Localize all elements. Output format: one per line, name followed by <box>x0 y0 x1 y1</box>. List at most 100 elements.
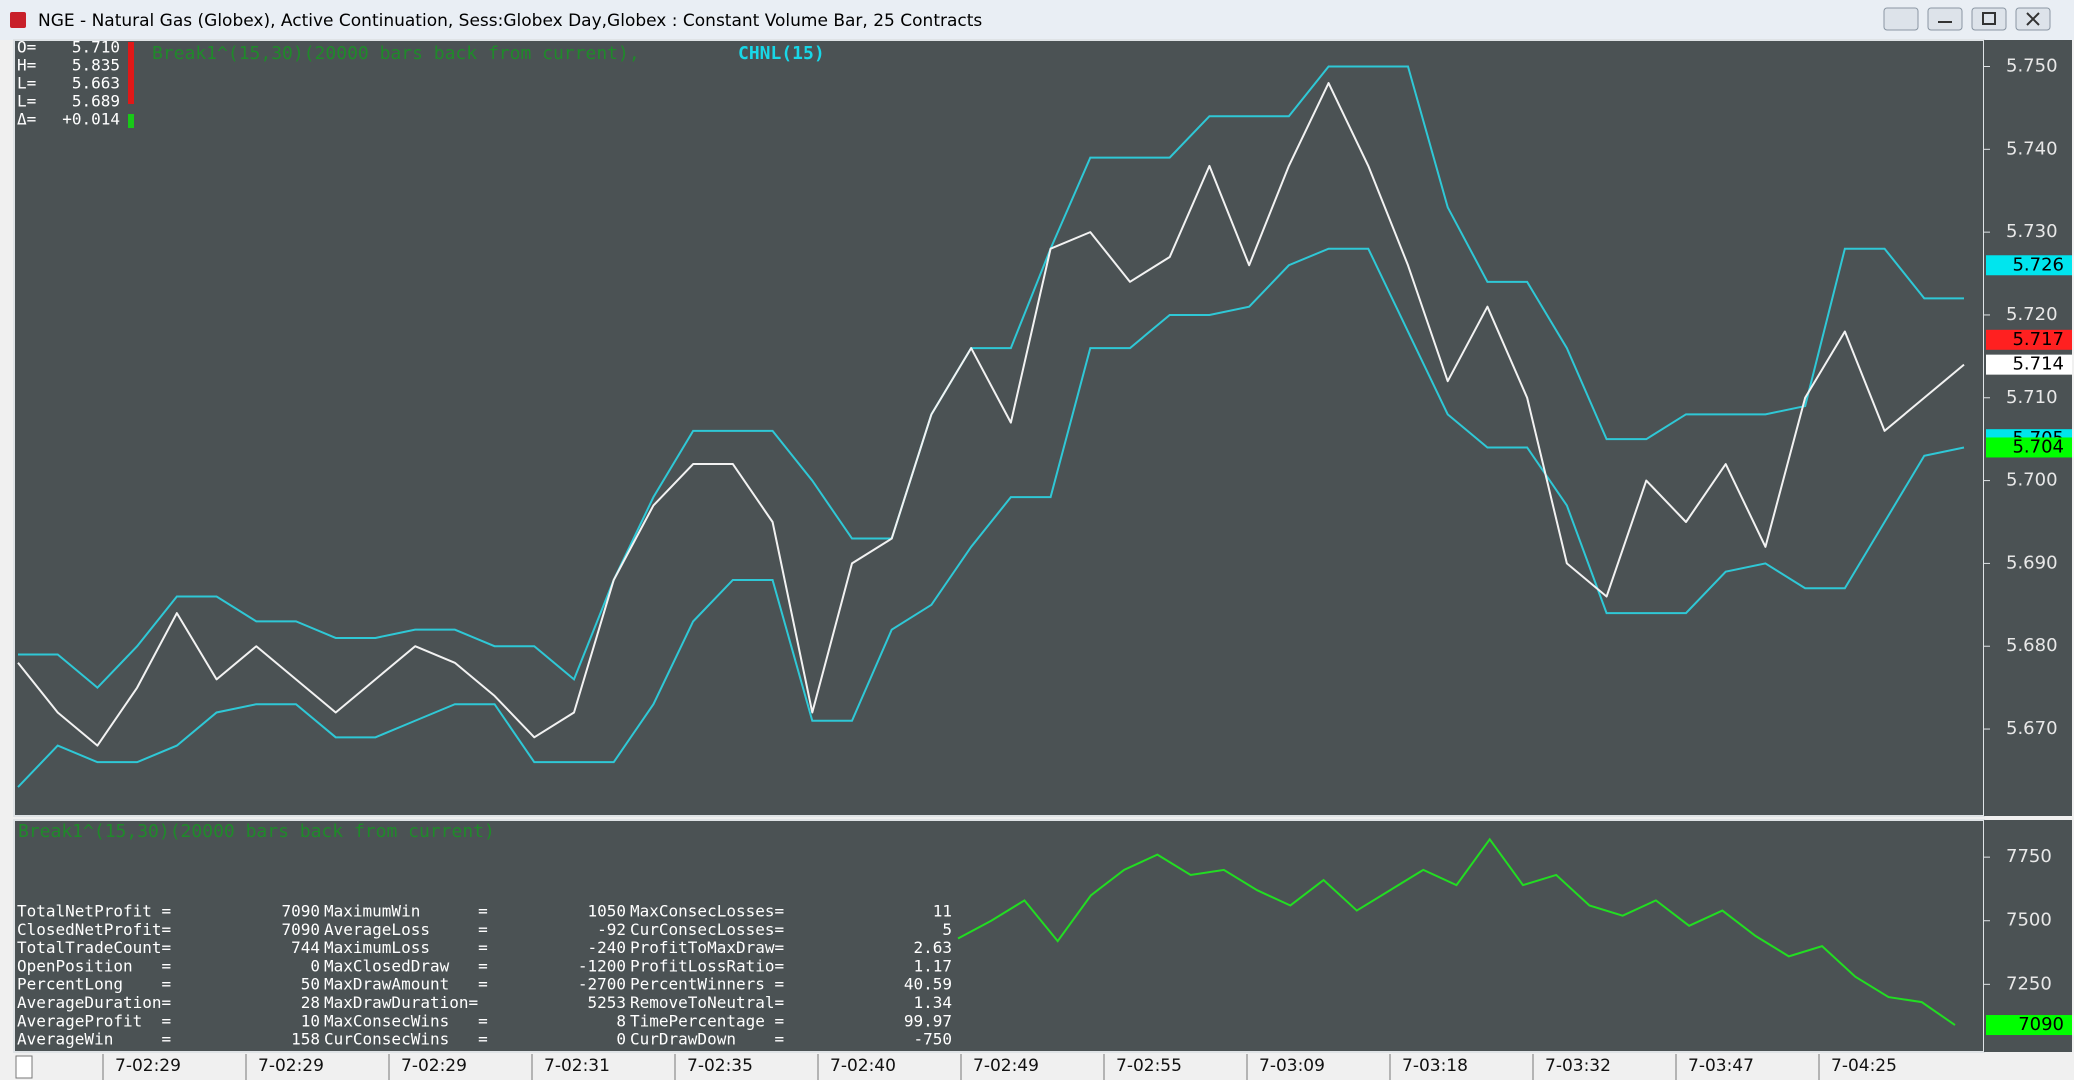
x-tick-label: 7-03:32 <box>1545 1056 1611 1076</box>
stat-value: 0 <box>616 1030 626 1049</box>
y-tick-label: 7750 <box>2006 846 2052 867</box>
readout-value: 5.663 <box>72 74 120 93</box>
price-tag-label: 5.714 <box>2012 354 2064 375</box>
stat-value: -240 <box>587 938 626 957</box>
stat-label: CurDrawDown = <box>630 1030 784 1049</box>
stat-label: PercentLong = <box>17 975 171 994</box>
stat-label: RemoveToNeutral= <box>630 993 784 1012</box>
price-tag <box>1986 437 2072 458</box>
stat-value: -1200 <box>578 956 626 975</box>
stat-label: OpenPosition = <box>17 956 171 975</box>
x-tick-label: 7-03:47 <box>1688 1056 1754 1076</box>
y-tick-label: 7250 <box>2006 973 2052 994</box>
y-tick-label: 5.750 <box>2006 56 2058 77</box>
price-panel <box>13 39 1985 817</box>
readout-label: H= <box>17 56 36 75</box>
time-axis <box>0 1054 2074 1080</box>
x-tick-label: 7-02:31 <box>544 1056 610 1076</box>
equity-axis <box>1984 820 2072 1052</box>
stat-label: ProfitLossRatio= <box>630 956 784 975</box>
readout-label: L= <box>17 74 36 93</box>
stat-label: CurConsecLosses= <box>630 920 784 939</box>
price-axis <box>1984 40 2072 816</box>
minimize-button[interactable] <box>1927 7 1963 31</box>
price-tag-label: 5.726 <box>2012 254 2064 275</box>
link-button[interactable] <box>1883 7 1919 31</box>
stat-label: AverageDuration= <box>17 993 171 1012</box>
equity-line <box>957 837 1956 1026</box>
study-label: Break1^(15,30)(20000 bars back from curr… <box>152 43 640 64</box>
maximize-button[interactable] <box>1971 7 2007 31</box>
stat-value: 158 <box>291 1030 320 1049</box>
y-tick-label: 5.720 <box>2006 304 2058 325</box>
scroll-thumb[interactable] <box>15 1055 33 1079</box>
price-tag <box>1986 329 2072 350</box>
stat-label: AverageLoss = <box>324 920 488 939</box>
x-tick-label: 7-02:40 <box>830 1056 896 1076</box>
x-tick-label: 7-04:25 <box>1831 1056 1897 1076</box>
readout-value: 5.689 <box>72 92 120 111</box>
readout-label: O= <box>17 38 36 57</box>
x-tick-label: 7-03:09 <box>1259 1056 1325 1076</box>
equity-panel <box>13 819 1985 1053</box>
window-buttons[interactable] <box>1883 7 2051 31</box>
channel-low <box>17 247 1965 788</box>
stat-value: 99.97 <box>904 1011 952 1030</box>
stat-value: 1.34 <box>913 993 952 1012</box>
x-tick-label: 7-02:29 <box>401 1056 467 1076</box>
app-icon <box>10 12 26 28</box>
stat-value: 5253 <box>587 993 626 1012</box>
y-tick-label: 5.710 <box>2006 387 2058 408</box>
y-tick-label: 5.680 <box>2006 635 2058 656</box>
x-tick-label: 7-02:49 <box>973 1056 1039 1076</box>
channel-label: CHNL(15) <box>738 43 825 64</box>
stat-value: 0 <box>310 956 320 975</box>
window-title: NGE - Natural Gas (Globex), Active Conti… <box>38 11 982 31</box>
stat-value: 7090 <box>281 920 320 939</box>
stat-value: -2700 <box>578 975 626 994</box>
stat-value: 40.59 <box>904 975 952 994</box>
stat-label: MaxClosedDraw = <box>324 956 488 975</box>
y-tick-label: 5.690 <box>2006 552 2058 573</box>
price-tag-label: 5.704 <box>2012 436 2064 457</box>
stat-value: 28 <box>301 993 320 1012</box>
stat-label: TotalTradeCount= <box>17 938 171 957</box>
y-tick-label: 5.740 <box>2006 138 2058 159</box>
stat-value: -750 <box>913 1030 952 1049</box>
stat-value: 7090 <box>281 902 320 921</box>
y-tick-label: 5.670 <box>2006 718 2058 739</box>
stat-label: ProfitToMaxDraw= <box>630 938 784 957</box>
x-tick-label: 7-02:29 <box>115 1056 181 1076</box>
readout-value: 5.835 <box>72 56 120 75</box>
channel-high <box>18 65 1964 689</box>
readout-bar <box>128 42 134 104</box>
stat-value: -92 <box>597 920 626 939</box>
stat-label: MaximumLoss = <box>324 938 488 957</box>
x-tick-label: 7-03:18 <box>1402 1056 1468 1076</box>
stat-label: TotalNetProfit = <box>17 902 171 921</box>
stat-value: 50 <box>301 975 320 994</box>
stat-label: AverageWin = <box>17 1030 171 1049</box>
price-line <box>17 82 1965 747</box>
readout-label: L= <box>17 92 36 111</box>
readout-value: 5.710 <box>72 38 120 57</box>
stat-label: PercentWinners = <box>630 975 784 994</box>
equity-study-label: Break1^(15,30)(20000 bars back from curr… <box>18 821 495 842</box>
stat-label: MaxDrawDuration= <box>324 993 478 1012</box>
stat-value: 2.63 <box>913 938 952 957</box>
price-tag <box>1986 255 2072 276</box>
price-tag <box>1986 354 2072 375</box>
stat-label: AverageProfit = <box>17 1011 171 1030</box>
price-tag-label: 5.717 <box>2012 329 2064 350</box>
stat-value: 10 <box>301 1011 320 1030</box>
stat-label: TimePercentage = <box>630 1011 784 1030</box>
stat-label: MaxConsecWins = <box>324 1011 488 1030</box>
equity-tag <box>1986 1015 2072 1036</box>
stat-label: CurConsecWins = <box>324 1030 488 1049</box>
stat-value: 744 <box>291 938 320 957</box>
stat-label: MaximumWin = <box>324 902 488 921</box>
y-tick-label: 5.700 <box>2006 470 2058 491</box>
stat-label: MaxDrawAmount = <box>324 975 488 994</box>
readout-label: Δ= <box>17 110 36 129</box>
